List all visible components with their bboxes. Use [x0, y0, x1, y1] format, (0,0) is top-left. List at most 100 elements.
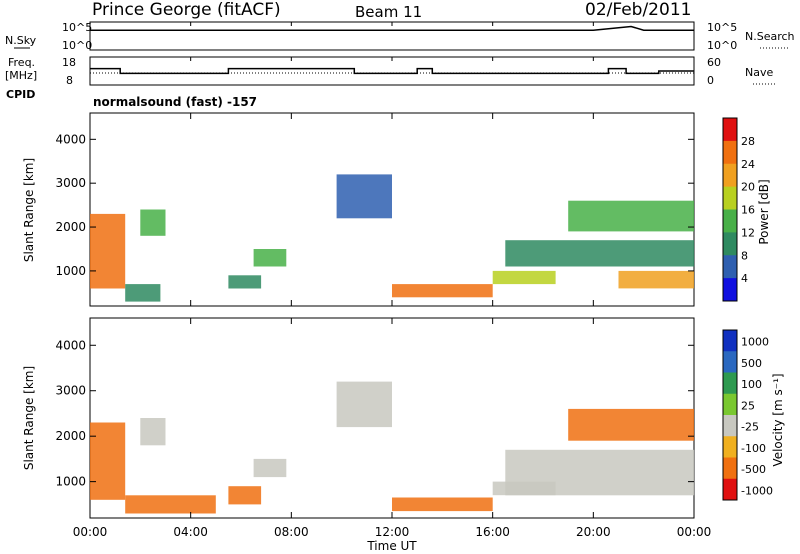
- nsky-tick-top: 10^5: [62, 21, 92, 34]
- station-title: Prince George (fitACF): [92, 0, 281, 20]
- time-axis-label: Time UT: [366, 539, 417, 553]
- y-tick-label: 2000: [55, 429, 86, 443]
- colorbar-swatch: [723, 436, 737, 458]
- x-tick-label: 20:00: [576, 525, 611, 539]
- freq-unit-label: [MHz]: [5, 69, 37, 82]
- nsearch-tick-top: 10^5: [707, 21, 737, 34]
- echo-band: [492, 270, 556, 285]
- echo-band: [253, 458, 287, 478]
- echo-band: [618, 270, 694, 289]
- velocity-ylabel: Slant Range [km]: [22, 366, 36, 470]
- nave-tick-top: 60: [707, 56, 721, 69]
- echo-band: [140, 209, 166, 236]
- freq-tick-top: 18: [62, 56, 76, 69]
- nsky-line: [90, 25, 694, 31]
- colorbar-swatch: [723, 278, 737, 302]
- y-tick-label: 3000: [55, 384, 86, 398]
- x-tick-label: 16:00: [475, 525, 510, 539]
- echo-band: [336, 174, 392, 219]
- velocity-colorbar-label: Velocity [m s⁻¹]: [771, 373, 785, 466]
- colorbar-tick-label: -25: [741, 421, 759, 434]
- echo-band: [90, 213, 126, 289]
- echo-band: [568, 408, 694, 441]
- nsky-label: N.Sky: [5, 34, 37, 47]
- colorbar-swatch: [723, 415, 737, 437]
- colorbar-tick-label: -1000: [741, 484, 773, 497]
- power-colorbar: 4 8 12 16 20 24 28: [722, 117, 755, 302]
- colorbar-tick-label: 28: [741, 135, 755, 148]
- colorbar-tick-label: 100: [741, 378, 762, 391]
- nave-label: Nave: [745, 66, 773, 79]
- y-tick-label: 3000: [55, 176, 86, 190]
- echo-band: [90, 422, 126, 500]
- echo-band: [568, 200, 694, 232]
- colorbar-swatch: [723, 351, 737, 373]
- colorbar-tick-label: 20: [741, 181, 755, 194]
- colorbar-swatch: [723, 457, 737, 480]
- freq-tick-bottom: 8: [66, 74, 73, 87]
- colorbar-frame: [722, 329, 738, 501]
- echo-band: [228, 275, 262, 289]
- y-tick-label: 1000: [55, 264, 86, 278]
- colorbar-tick-label: 24: [741, 158, 755, 171]
- echo-band: [125, 495, 216, 514]
- echo-band: [228, 486, 262, 505]
- colorbar-tick-label: -500: [741, 463, 766, 476]
- echo-band: [392, 284, 493, 298]
- velocity-y-axis: 1000 2000 3000 4000: [55, 338, 694, 489]
- colorbar-swatch: [723, 118, 737, 142]
- y-tick-label: 4000: [55, 132, 86, 146]
- colorbar-swatch: [723, 209, 737, 233]
- colorbar-swatch: [723, 478, 737, 501]
- time-x-axis: 00:00 04:00 08:00 12:00 16:00 20:00 00:00: [73, 22, 712, 539]
- colorbar-tick-label: 12: [741, 226, 755, 239]
- cpid-label: CPID: [6, 88, 35, 101]
- colorbar-tick-label: 8: [741, 249, 748, 262]
- y-tick-label: 1000: [55, 475, 86, 489]
- colorbar-swatch: [723, 140, 737, 165]
- nsky-tick-bottom: 10^0: [62, 39, 92, 52]
- nsky-series: [90, 25, 694, 31]
- colorbar-swatch: [723, 372, 737, 395]
- nsearch-label: N.Search: [745, 30, 795, 43]
- x-tick-label: 04:00: [173, 525, 208, 539]
- nsky-panel-frame: [89, 21, 695, 51]
- beam-label: Beam 11: [355, 3, 422, 21]
- colorbar-tick-label: 16: [741, 204, 755, 217]
- echo-band: [505, 240, 695, 267]
- nave-tick-bottom: 0: [707, 74, 714, 87]
- y-tick-label: 2000: [55, 220, 86, 234]
- freq-series: [90, 67, 694, 75]
- x-tick-label: 00:00: [677, 525, 712, 539]
- colorbar-swatch: [723, 163, 737, 188]
- freq-panel-frame: [89, 56, 695, 86]
- power-y-axis: 1000 2000 3000 4000: [55, 132, 694, 278]
- echo-band: [336, 381, 392, 428]
- velocity-colorbar: 1000 500 100 25 -25 -100 -500 -1000: [722, 329, 773, 501]
- colorbar-frame: [722, 117, 738, 302]
- colorbar-swatch: [723, 393, 737, 416]
- colorbar-swatch: [723, 255, 737, 279]
- echo-band: [253, 249, 287, 267]
- nsearch-tick-bottom: 10^0: [707, 39, 737, 52]
- y-tick-label: 4000: [55, 338, 86, 352]
- colorbar-tick-label: 4: [741, 272, 748, 285]
- freq-label: Freq.: [8, 56, 35, 69]
- colorbar-swatch: [723, 330, 737, 352]
- colorbar-tick-label: -100: [741, 442, 766, 455]
- x-tick-label: 00:00: [73, 525, 108, 539]
- colorbar-tick-label: 500: [741, 357, 762, 370]
- colorbar-swatch: [723, 186, 737, 210]
- date-label: 02/Feb/2011: [585, 0, 691, 20]
- echo-band: [505, 449, 695, 496]
- echo-band: [140, 418, 166, 446]
- mode-label: normalsound (fast) -157: [93, 95, 257, 109]
- colorbar-tick-label: 1000: [741, 336, 769, 349]
- colorbar-tick-label: 25: [741, 399, 755, 412]
- colorbar-swatch: [723, 232, 737, 256]
- power-colorbar-label: Power [dB]: [757, 179, 771, 244]
- power-heatmap: [90, 174, 695, 302]
- power-ylabel: Slant Range [km]: [22, 158, 36, 262]
- x-tick-label: 08:00: [274, 525, 309, 539]
